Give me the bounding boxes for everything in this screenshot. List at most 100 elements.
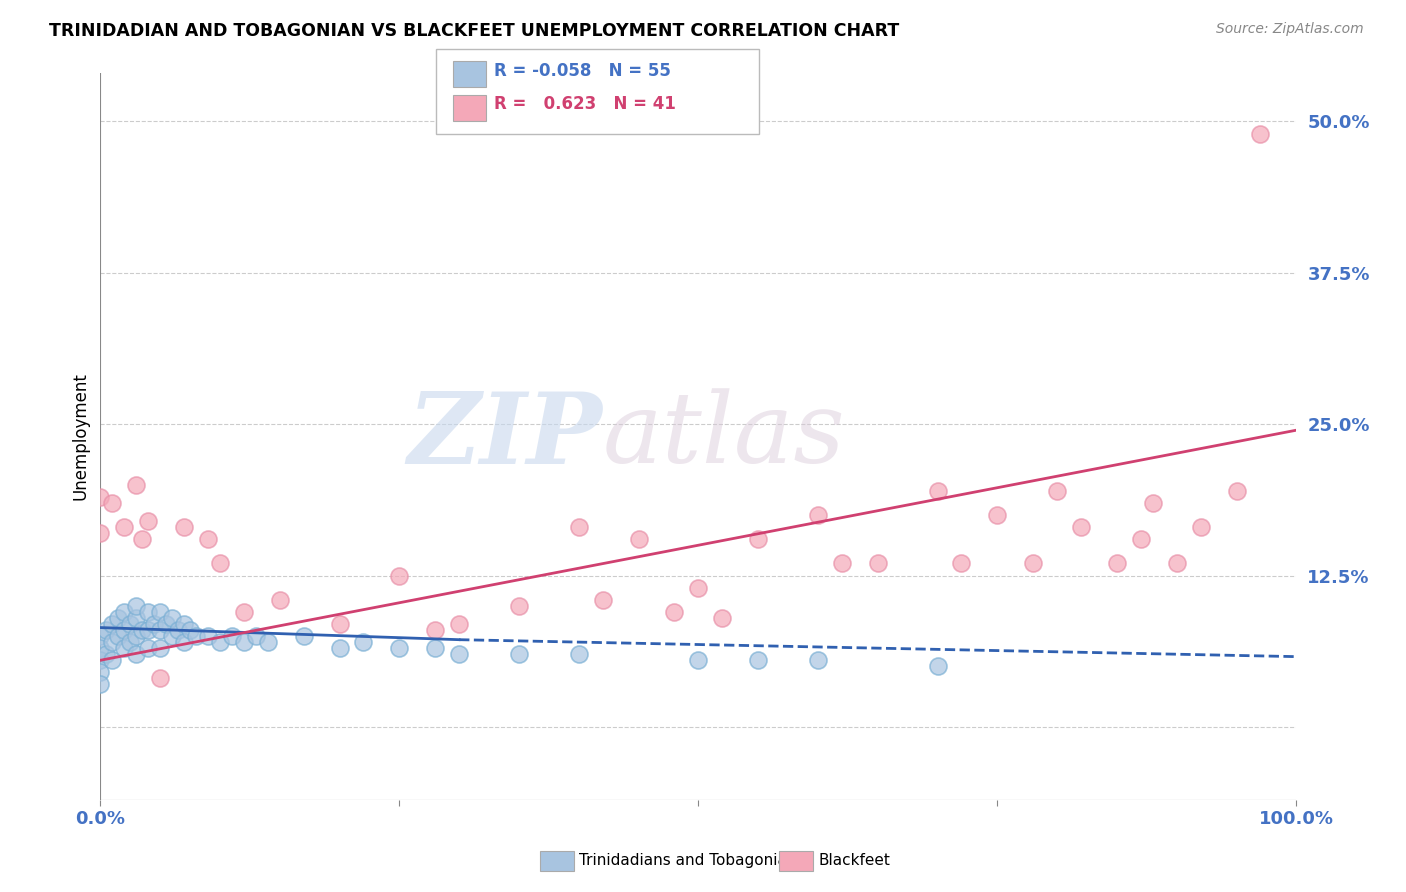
Point [125,611,148,625]
Point [1225,483,1247,498]
Point [688,653,710,667]
Point [208,635,231,649]
Point [160,611,183,625]
Text: ZIP: ZIP [408,388,603,484]
Point [112,605,135,619]
Point [173,520,195,534]
Text: R =   0.623   N = 41: R = 0.623 N = 41 [494,95,675,113]
Point [149,641,172,656]
Point [425,623,447,637]
Point [807,508,830,522]
Point [89,526,111,541]
Point [986,508,1008,522]
Point [292,629,315,643]
Point [388,641,411,656]
Point [143,616,166,631]
Point [1166,557,1188,571]
Point [1189,520,1212,534]
Point [688,581,710,595]
Point [232,635,254,649]
Text: Source: ZipAtlas.com: Source: ZipAtlas.com [1216,22,1364,37]
Point [208,557,231,571]
Point [101,653,124,667]
Point [120,635,142,649]
Point [1022,557,1045,571]
Point [353,635,375,649]
Point [107,611,129,625]
Point [131,623,153,637]
Point [112,623,135,637]
Point [155,616,177,631]
Point [831,557,853,571]
Point [449,647,471,661]
Point [245,629,267,643]
Point [89,677,111,691]
Point [131,532,153,546]
Point [866,557,889,571]
Point [149,605,172,619]
Text: TRINIDADIAN AND TOBAGONIAN VS BLACKFEET UNEMPLOYMENT CORRELATION CHART: TRINIDADIAN AND TOBAGONIAN VS BLACKFEET … [49,22,900,40]
Point [568,520,591,534]
Text: R = -0.058   N = 55: R = -0.058 N = 55 [494,62,671,80]
Point [221,629,243,643]
Point [568,647,591,661]
Point [1070,520,1092,534]
Point [96,623,118,637]
Point [136,623,159,637]
Point [197,629,219,643]
Point [388,568,411,582]
Point [807,653,830,667]
Point [136,641,159,656]
Point [328,641,350,656]
Point [449,616,471,631]
Point [1249,127,1271,141]
Point [950,557,973,571]
Point [125,477,148,491]
Point [1105,557,1128,571]
Point [149,623,172,637]
Point [232,605,254,619]
Point [197,532,219,546]
Point [179,623,201,637]
Point [664,605,686,619]
Point [149,672,172,686]
Point [425,641,447,656]
Point [269,592,291,607]
Point [112,641,135,656]
Point [184,629,207,643]
Point [112,520,135,534]
Y-axis label: Unemployment: Unemployment [72,372,89,500]
Point [927,659,949,673]
Point [96,647,118,661]
Point [160,629,183,643]
Point [1142,496,1164,510]
Point [136,514,159,528]
Point [627,532,650,546]
Point [101,616,124,631]
Point [1046,483,1069,498]
Point [1129,532,1152,546]
Point [173,616,195,631]
Point [508,599,530,613]
Text: Blackfeet: Blackfeet [818,854,890,868]
Point [101,635,124,649]
Point [136,605,159,619]
Point [89,629,111,643]
Text: Trinidadians and Tobagonians: Trinidadians and Tobagonians [579,854,804,868]
Point [89,490,111,504]
Point [125,629,148,643]
Point [508,647,530,661]
Point [711,611,734,625]
Text: atlas: atlas [603,389,845,483]
Point [927,483,949,498]
Point [747,532,769,546]
Point [120,616,142,631]
Point [592,592,614,607]
Point [256,635,278,649]
Point [125,599,148,613]
Point [167,623,190,637]
Point [747,653,769,667]
Point [89,665,111,680]
Point [125,647,148,661]
Point [107,629,129,643]
